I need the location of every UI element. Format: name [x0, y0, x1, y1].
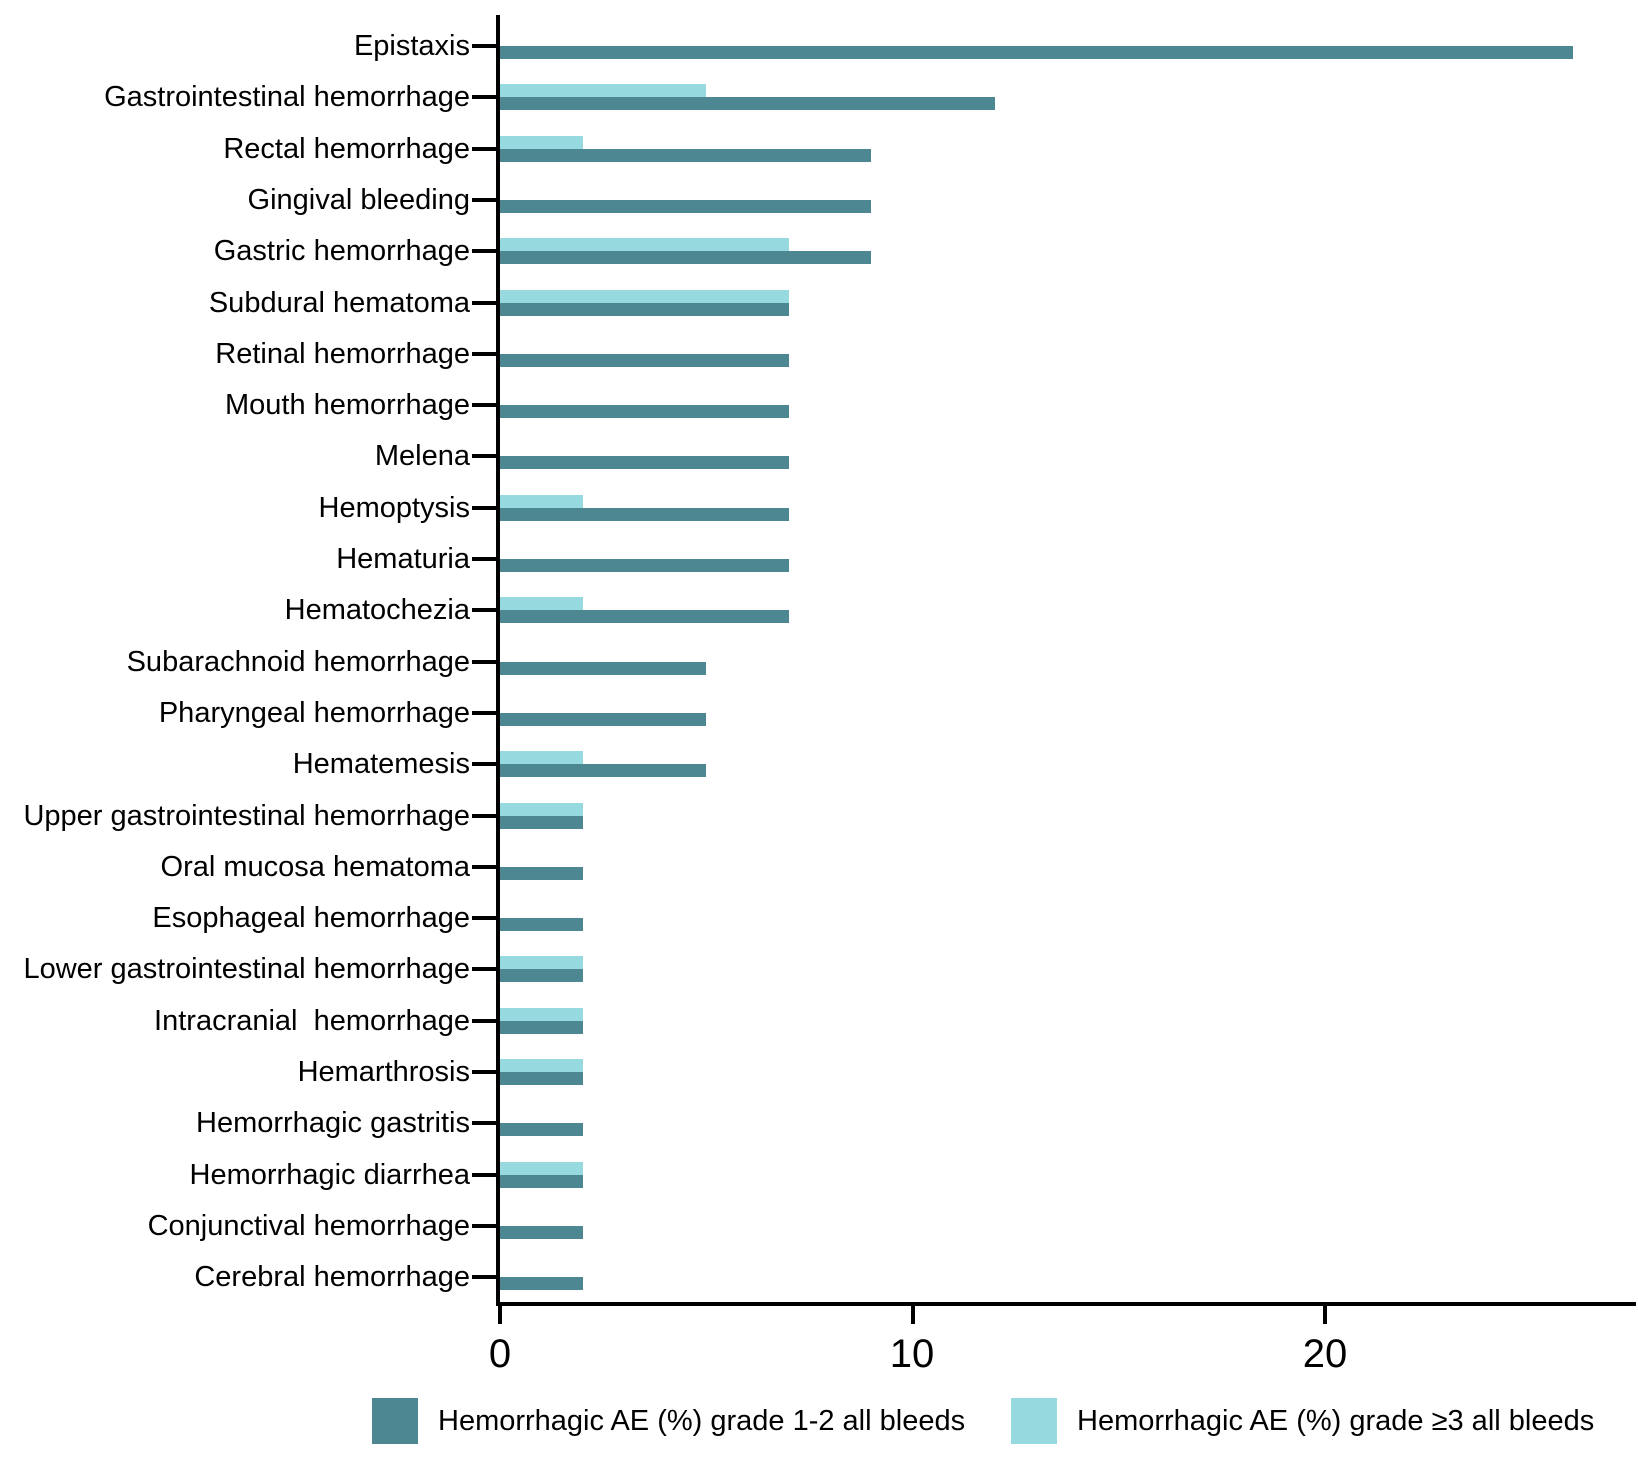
- bar-grade-1-2-0: [500, 46, 1573, 59]
- category-label-4: Gastric hemorrhage: [213, 235, 470, 268]
- y-axis-tick: [472, 44, 496, 48]
- category-label-0: Epistaxis: [353, 30, 470, 62]
- y-axis-tick: [472, 1223, 496, 1228]
- y-axis-tick: [472, 505, 496, 510]
- y-axis-tick: [472, 403, 496, 408]
- category-label-8: Melena: [374, 440, 470, 473]
- category-label-16: Oral mucosa hematoma: [160, 850, 470, 883]
- bar-grade-1-2-3: [500, 199, 872, 213]
- y-axis-tick: [472, 916, 496, 921]
- bar-grade-ge3-5: [500, 289, 789, 303]
- bar-grade-1-2-21: [500, 1123, 583, 1137]
- y-axis-tick: [472, 249, 496, 254]
- x-axis-tick: [1323, 1306, 1327, 1324]
- category-label-19: Intracranial hemorrhage: [154, 1004, 470, 1037]
- category-label-9: Hemoptysis: [318, 491, 471, 524]
- bar-grade-1-2-4: [500, 251, 872, 265]
- y-axis-tick: [472, 608, 496, 613]
- bar-grade-1-2-13: [500, 712, 707, 726]
- bar-grade-ge3-11: [500, 597, 583, 611]
- x-axis-tick: [498, 1306, 502, 1324]
- y-axis-tick: [472, 197, 496, 202]
- bar-grade-1-2-5: [500, 302, 789, 316]
- y-axis-tick: [472, 1275, 496, 1280]
- bar-grade-1-2-15: [500, 815, 583, 829]
- bar-grade-1-2-8: [500, 456, 789, 470]
- bar-grade-ge3-4: [500, 238, 789, 252]
- x-axis-tick-label-20: 20: [1302, 1332, 1348, 1376]
- category-label-22: Hemorrhagic diarrhea: [189, 1158, 470, 1191]
- bar-grade-1-2-12: [500, 661, 707, 675]
- bar-grade-1-2-10: [500, 559, 789, 572]
- y-axis-tick: [472, 864, 496, 869]
- legend-label-grade-ge3: Hemorrhagic AE (%) grade ≥3 all bleeds: [1077, 1405, 1595, 1437]
- bar-grade-ge3-2: [500, 135, 583, 149]
- bar-grade-1-2-18: [500, 969, 583, 983]
- y-axis-tick: [472, 1070, 496, 1074]
- bar-grade-ge3-18: [500, 956, 583, 970]
- bar-grade-ge3-22: [500, 1161, 583, 1175]
- category-label-20: Hemarthrosis: [297, 1056, 470, 1088]
- category-label-24: Cerebral hemorrhage: [194, 1261, 470, 1294]
- legend-swatch-grade-ge3: [1011, 1398, 1057, 1444]
- bar-grade-1-2-14: [500, 764, 707, 778]
- category-label-6: Retinal hemorrhage: [215, 337, 470, 370]
- x-axis-tick-label-0: 0: [488, 1332, 512, 1376]
- category-label-7: Mouth hemorrhage: [224, 389, 470, 422]
- bar-grade-1-2-19: [500, 1020, 583, 1034]
- bar-grade-1-2-23: [500, 1225, 583, 1239]
- bar-grade-ge3-1: [500, 84, 707, 98]
- category-label-14: Hematemesis: [292, 748, 470, 781]
- category-label-1: Gastrointestinal hemorrhage: [104, 81, 470, 114]
- y-axis-tick: [472, 967, 496, 972]
- y-axis-tick: [472, 351, 496, 356]
- bar-grade-1-2-7: [500, 405, 789, 419]
- bar-grade-1-2-22: [500, 1174, 583, 1188]
- bar-grade-ge3-19: [500, 1007, 583, 1021]
- bar-grade-1-2-11: [500, 610, 789, 624]
- bar-grade-1-2-20: [500, 1072, 583, 1085]
- y-axis-tick: [472, 1172, 496, 1177]
- bar-grade-ge3-14: [500, 751, 583, 765]
- y-axis-tick: [472, 454, 496, 459]
- category-label-11: Hematochezia: [284, 594, 470, 627]
- x-axis-tick-label-10: 10: [889, 1332, 935, 1376]
- category-label-18: Lower gastrointestinal hemorrhage: [23, 953, 470, 986]
- legend-swatch-grade-1-2: [372, 1398, 418, 1444]
- bar-grade-ge3-9: [500, 494, 583, 508]
- bar-grade-1-2-2: [500, 148, 872, 162]
- bar-grade-1-2-17: [500, 918, 583, 932]
- y-axis-tick: [472, 95, 496, 100]
- y-axis-tick: [472, 710, 496, 715]
- bar-grade-ge3-20: [500, 1059, 583, 1072]
- y-axis-tick: [472, 659, 496, 664]
- category-label-23: Conjunctival hemorrhage: [147, 1209, 470, 1242]
- y-axis-tick: [472, 1121, 496, 1126]
- bar-grade-1-2-24: [500, 1277, 583, 1291]
- category-label-15: Upper gastrointestinal hemorrhage: [23, 799, 470, 832]
- bar-grade-1-2-16: [500, 866, 583, 880]
- bar-grade-1-2-1: [500, 97, 995, 111]
- category-label-5: Subdural hematoma: [208, 286, 470, 319]
- category-label-10: Hematuria: [336, 543, 470, 575]
- y-axis-tick: [472, 762, 496, 767]
- category-label-3: Gingival bleeding: [247, 183, 470, 216]
- bar-grade-1-2-6: [500, 353, 789, 367]
- y-axis-tick: [472, 146, 496, 151]
- y-axis-tick: [472, 1018, 496, 1023]
- y-axis-tick: [472, 300, 496, 305]
- y-axis-tick: [472, 813, 496, 818]
- category-label-17: Esophageal hemorrhage: [152, 902, 470, 935]
- plot-area: [472, 15, 1636, 1324]
- y-axis-tick: [472, 557, 496, 561]
- bar-grade-ge3-15: [500, 802, 583, 816]
- bar-grade-1-2-9: [500, 507, 789, 521]
- category-label-21: Hemorrhagic gastritis: [196, 1107, 470, 1140]
- legend-label-grade-1-2: Hemorrhagic AE (%) grade 1-2 all bleeds: [438, 1405, 966, 1437]
- category-label-13: Pharyngeal hemorrhage: [158, 696, 470, 729]
- category-label-12: Subarachnoid hemorrhage: [126, 645, 470, 678]
- x-axis-tick: [910, 1306, 915, 1324]
- category-label-2: Rectal hemorrhage: [223, 132, 470, 165]
